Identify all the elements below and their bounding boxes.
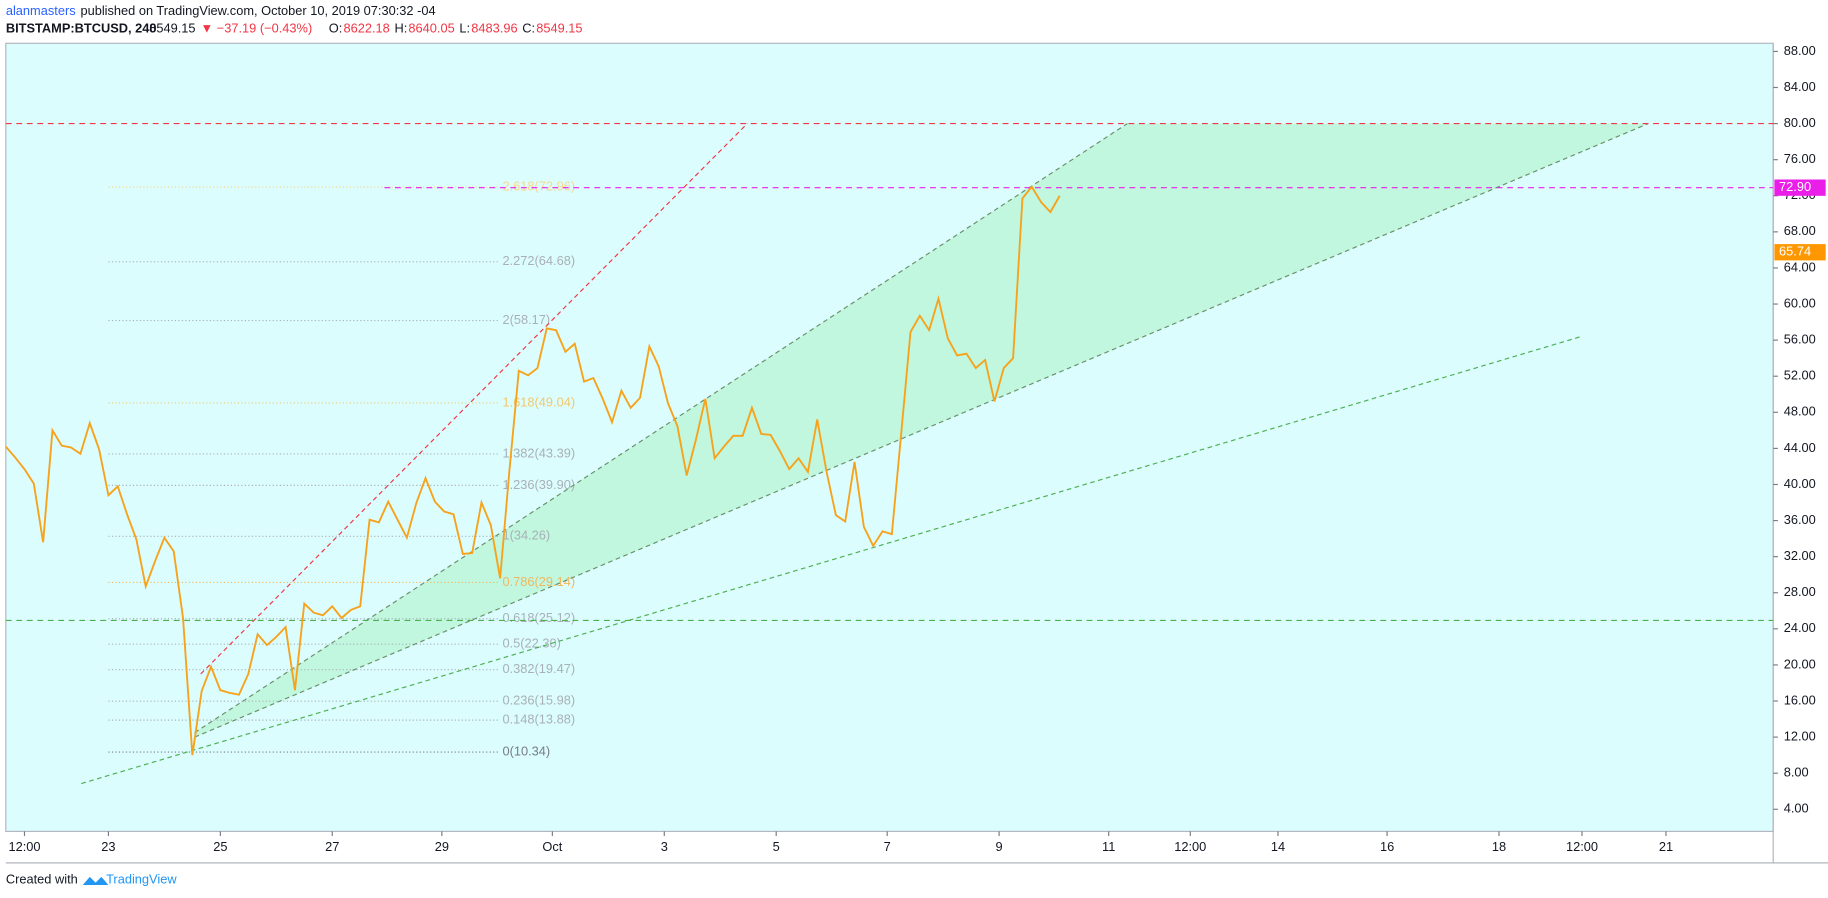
fib-label: 1.618(49.04): [502, 394, 575, 409]
trend-line: [200, 123, 748, 675]
plot-area: [5, 42, 1774, 832]
fib-label: 0.786(29.14): [502, 574, 575, 589]
y-tick-label: 80.00: [1784, 115, 1816, 130]
author[interactable]: alanmasters: [6, 3, 76, 18]
y-tick-label: 48.00: [1784, 404, 1816, 419]
x-tick-label: 12:00: [8, 839, 40, 854]
x-tick-label: 23: [101, 839, 115, 854]
y-tick-label: 56.00: [1784, 332, 1816, 347]
x-tick-label: 14: [1271, 839, 1285, 854]
y-tick-label: 24.00: [1784, 620, 1816, 635]
ohlc-value: 8622.18: [343, 21, 389, 36]
trend-line: [194, 123, 1128, 734]
fib-label: 0(10.34): [502, 743, 550, 758]
price-line: [5, 185, 1061, 756]
x-tick-label: 25: [213, 839, 227, 854]
fib-label: 0.148(13.88): [502, 712, 575, 727]
fib-label: 0.5(22.30): [502, 636, 560, 651]
x-tick-label: 7: [884, 839, 891, 854]
fib-label: 1.382(43.39): [502, 445, 575, 460]
logo: [82, 876, 109, 886]
y-tick-label: 68.00: [1784, 223, 1816, 238]
y-tick-label: 52.00: [1784, 368, 1816, 383]
ohlc-value: 8640.05: [408, 21, 454, 36]
y-tick-label: 64.00: [1784, 259, 1816, 274]
y-tick-label: 12.00: [1784, 728, 1816, 743]
x-tick-label: 9: [996, 839, 1003, 854]
fib-label: 0.618(25.12): [502, 610, 575, 625]
fib-label: 2.618(72.96): [502, 179, 575, 194]
y-tick-label: 8.00: [1784, 765, 1809, 780]
ohlc-key: H:: [394, 21, 407, 36]
fib-label: 2(58.17): [502, 312, 550, 327]
last-price-box: [1774, 244, 1826, 261]
ohlc-key: C:: [522, 21, 535, 36]
published: published on TradingView.com, October 10…: [80, 3, 435, 18]
footer-created: Created with: [6, 872, 78, 887]
fib-label: 0.382(19.47): [502, 661, 575, 676]
price-label-box: [1774, 179, 1826, 196]
last-price-label: 65.74: [1779, 244, 1811, 259]
symbol: BITSTAMP:BTCUSD, 240: [6, 21, 157, 36]
x-tick-label: 16: [1380, 839, 1394, 854]
y-tick-label: 88.00: [1784, 43, 1816, 58]
x-tick-label: 3: [661, 839, 668, 854]
ohlc-value: 8483.96: [471, 21, 517, 36]
x-tick-label: Oct: [542, 839, 562, 854]
y-tick-label: 4.00: [1784, 801, 1809, 816]
ohlc-key: L:: [459, 21, 470, 36]
ohlc-key: O:: [329, 21, 343, 36]
x-tick-label: 21: [1659, 839, 1673, 854]
y-tick-label: 40.00: [1784, 476, 1816, 491]
x-tick-label: 5: [773, 839, 780, 854]
price-label: 72.90: [1779, 179, 1811, 194]
fib-label: 1.236(39.90): [502, 477, 575, 492]
fib-label: 2.272(64.68): [502, 253, 575, 268]
x-tick-label: 29: [435, 839, 449, 854]
y-tick-label: 60.00: [1784, 295, 1816, 310]
x-tick-label: 12:00: [1174, 839, 1206, 854]
y-tick-label: 20.00: [1784, 656, 1816, 671]
y-tick-label: 32.00: [1784, 548, 1816, 563]
fib-label: 1(34.26): [502, 528, 550, 543]
last-price: 8549.15: [149, 21, 195, 36]
fib-label: 0.236(15.98): [502, 693, 575, 708]
x-tick-label: 12:00: [1566, 839, 1598, 854]
y-tick-label: 28.00: [1784, 584, 1816, 599]
footer-brand[interactable]: TradingView: [106, 872, 177, 887]
change: ▼ −37.19 (−0.43%): [201, 21, 313, 36]
y-tick-label: 44.00: [1784, 440, 1816, 455]
x-tick-label: 27: [325, 839, 339, 854]
ohlc-value: 8549.15: [536, 21, 582, 36]
x-tick-label: 18: [1492, 839, 1506, 854]
y-tick-label: 16.00: [1784, 692, 1816, 707]
y-tick-label: 76.00: [1784, 151, 1816, 166]
x-tick-label: 11: [1102, 839, 1115, 854]
y-tick-label: 36.00: [1784, 512, 1816, 527]
trend-line: [194, 123, 1649, 738]
y-tick-label: 84.00: [1784, 79, 1816, 94]
